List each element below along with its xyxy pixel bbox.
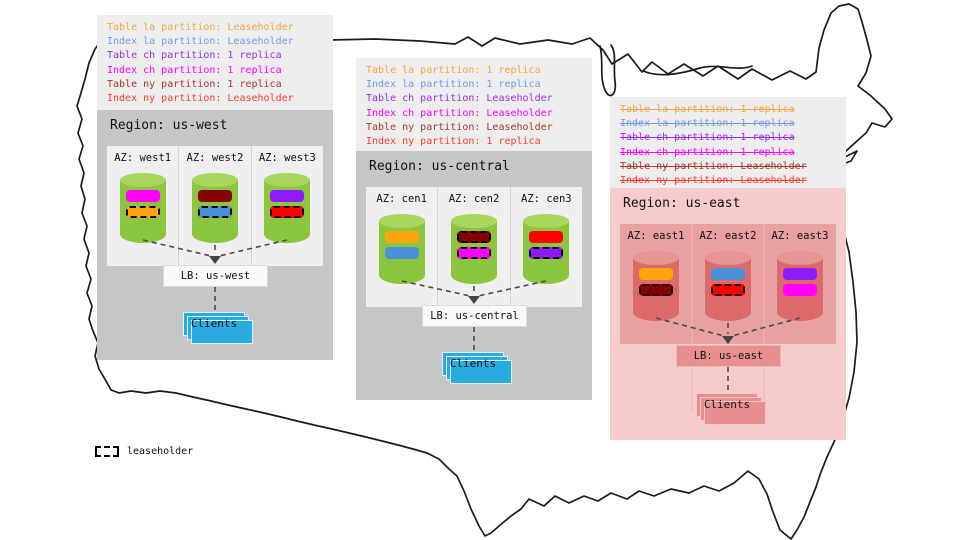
note-line: Table la partition: 1 replica [620,104,795,115]
note-line: Index ny partition: Leaseholder [107,93,294,105]
az-label: AZ: west1 [114,152,172,164]
legend: leaseholder [95,446,193,457]
az-box-east2: AZ: east2 [692,224,764,344]
note-line: Table ny partition: Leaseholder [620,160,807,172]
note-line: Table ch partition: Leaseholder [366,93,553,105]
database-cylinder [450,214,497,284]
region-title: Region: us-west [110,118,228,133]
az-label: AZ: east3 [771,230,829,242]
note-line: Index ch partition: Leaseholder [366,107,553,119]
note-box-us-west: Table la partition: Leaseholder Index la… [97,15,333,110]
az-row: AZ: west1 AZ: west2 [107,146,323,266]
az-label: AZ: cen2 [448,193,500,205]
database-cylinder [264,173,311,243]
az-label: AZ: east1 [627,230,685,242]
partition-bar [197,206,232,218]
partition-bar [639,268,673,280]
az-box-east3: AZ: east3 [764,224,836,344]
partition-bar [125,206,160,218]
partition-bar [384,247,419,259]
legend-label: leaseholder [127,446,194,457]
note-line: Table la partition: 1 replica [366,65,541,76]
database-cylinder [191,173,238,243]
database-cylinder [523,214,570,284]
note-line: Table ch partition: 1 replica [107,50,282,62]
partition-bar [270,206,305,218]
az-box-west2: AZ: west2 [179,146,252,266]
database-cylinder [633,251,679,321]
region-box-us-central: Region: us-central AZ: cen1 AZ: cen2 [356,151,592,400]
cylinder-top [450,214,497,228]
note-line: Index ch partition: 1 replica [107,64,282,76]
clients-box: Clients [696,393,766,425]
region-box-us-west: Region: us-west AZ: west1 AZ: west2 [97,110,333,360]
load-balancer-box: LB: us-west [163,265,268,287]
note-line: Index ch partition: 1 replica [620,146,795,158]
region-box-us-east: Region: us-east AZ: east1 AZ: east2 [610,188,846,440]
note-line: Index ny partition: 1 replica [366,136,541,148]
az-box-east1: AZ: east1 [620,224,692,344]
partition-bar [529,247,564,259]
clients-box: Clients [183,312,253,344]
cylinder-top [191,173,238,187]
clients-box: Clients [442,352,512,384]
partition-bar [529,231,564,243]
note-line: Index la partition: Leaseholder [107,36,294,48]
cylinder-top [777,251,823,265]
partition-bar [783,268,817,280]
note-line: Table ny partition: Leaseholder [366,121,553,133]
az-box-west3: AZ: west3 [251,146,323,266]
az-label: AZ: west2 [186,152,244,164]
partition-bar [456,247,491,259]
partition-bar [711,268,745,280]
az-box-west1: AZ: west1 [107,146,180,266]
partition-bar [639,284,673,296]
partition-bar [456,231,491,243]
note-line: Table la partition: Leaseholder [107,22,294,33]
cylinder-top [705,251,751,265]
partition-bar [125,190,160,202]
database-cylinder [378,214,425,284]
az-box-cen3: AZ: cen3 [510,187,582,307]
region-title: Region: us-east [623,196,741,211]
database-cylinder [705,251,751,321]
load-balancer-box: LB: us-central [422,305,527,327]
az-label: AZ: cen1 [376,193,427,205]
az-label: AZ: cen3 [521,193,572,205]
cylinder-top [633,251,679,265]
note-box-us-east: Table la partition: 1 replica Index la p… [610,97,846,188]
note-box-us-central: Table la partition: 1 replica Index la p… [356,58,592,151]
note-line: Index ny partition: Leaseholder [620,175,807,187]
leaseholder-dashed-swatch-icon [95,446,119,457]
note-line: Table ch partition: 1 replica [620,132,795,144]
az-label: AZ: west3 [258,152,316,164]
note-line: Table ny partition: 1 replica [107,78,282,90]
az-row: AZ: cen1 AZ: cen2 [366,187,582,307]
load-balancer-box: LB: us-east [676,345,781,367]
partition-bar [270,190,305,202]
az-label: AZ: east2 [699,230,757,242]
az-box-cen1: AZ: cen1 [366,187,439,307]
az-box-cen2: AZ: cen2 [438,187,511,307]
note-line: Index la partition: 1 replica [620,118,795,130]
partition-bar [384,231,419,243]
note-line: Index la partition: 1 replica [366,79,541,91]
partition-bar [783,284,817,296]
database-cylinder [119,173,166,243]
database-cylinder [777,251,823,321]
cylinder-top [264,173,311,187]
partition-bar [711,284,745,296]
cylinder-top [119,173,166,187]
cylinder-top [378,214,425,228]
partition-bar [197,190,232,202]
cylinder-top [523,214,570,228]
az-row: AZ: east1 AZ: east2 [620,224,836,344]
region-title: Region: us-central [369,159,510,174]
